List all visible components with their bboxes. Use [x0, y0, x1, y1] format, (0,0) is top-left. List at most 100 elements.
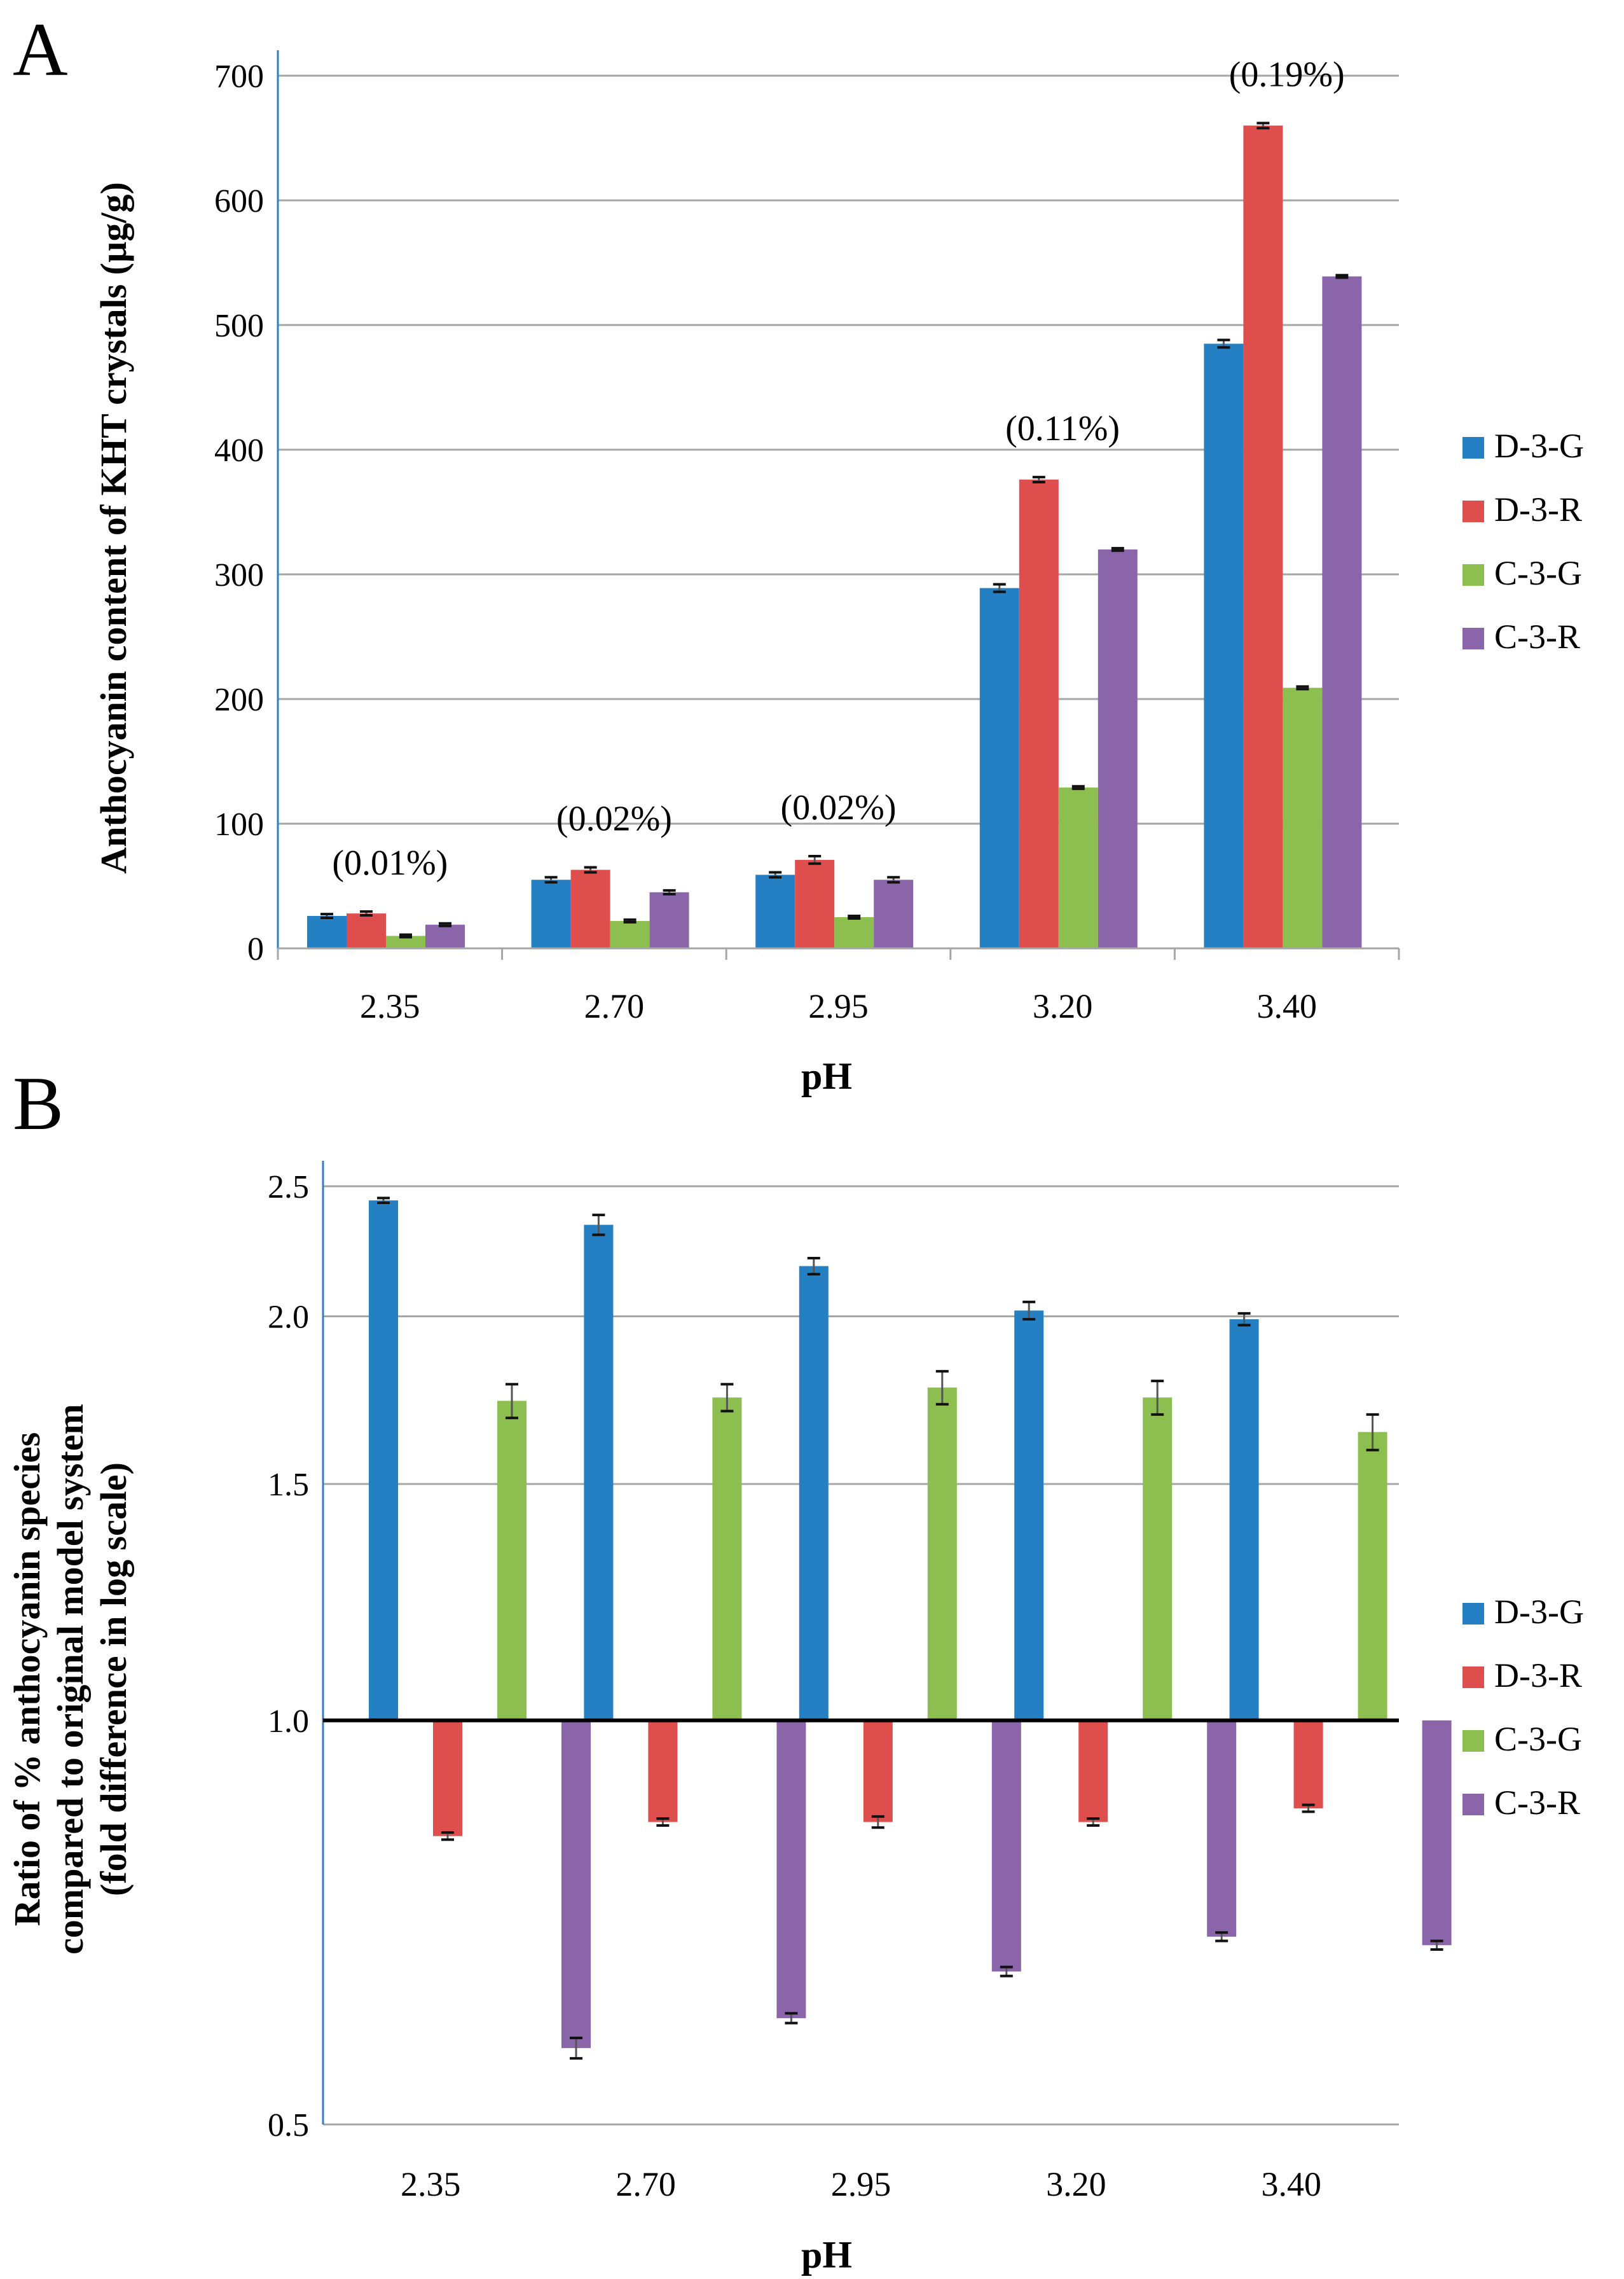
panel-b-y-axis-title-line-2: compared to original model system: [50, 1404, 91, 1955]
error-bar-d-3-r-ph-3-20: [1032, 476, 1045, 483]
y-tick-label-2-5: 2.5: [268, 1169, 309, 1205]
error-bar-d-3-g-ph-2-95: [807, 1256, 820, 1276]
bar-c-3-r-ph-2-70: [649, 892, 689, 948]
error-bar-d-3-r-ph-2-70: [656, 1817, 670, 1827]
error-bar-c-3-r-ph-3-40: [1335, 274, 1349, 279]
error-bar-d-3-r-ph-2-95: [871, 1815, 884, 1829]
error-bar-c-3-g-ph-2-35: [506, 1383, 518, 1420]
x-tick-label-3-40: 3.40: [1256, 987, 1317, 1025]
panel-a-legend: D-3-G D-3-R C-3-G C-3-R: [1462, 427, 1584, 656]
bar-c-3-r-ph-3-20: [1207, 1720, 1237, 1937]
panel-a-chart: A 0 100 200 300 400 500 600 700 2.35 2.70 2.95 3.2…: [13, 7, 1584, 1097]
bar-c-3-g-ph-3-20: [1058, 787, 1098, 948]
y-tick-label-2-0: 2.0: [268, 1299, 309, 1336]
bar-d-3-g-ph-2-95: [755, 875, 795, 948]
annotation-ph-2-95: (0.02%): [781, 788, 897, 828]
y-tick-label-100: 100: [214, 807, 264, 843]
legend-swatch-c-3-r: [1462, 1794, 1484, 1815]
annotation-ph-2-35: (0.01%): [332, 843, 448, 883]
bar-d-3-r-ph-2-35: [433, 1720, 462, 1836]
error-bar-c-3-r-ph-2-70: [663, 889, 676, 896]
bar-d-3-r-ph-2-35: [347, 913, 386, 948]
panel-b-y-tick-labels: 0.5 1.0 1.5 2.0 2.5: [268, 1169, 309, 2144]
legend-label-d-3-r: D-3-R: [1494, 1656, 1582, 1694]
error-bar-c-3-r-ph-2-95: [887, 876, 900, 884]
bar-d-3-g-ph-2-35: [369, 1200, 398, 1721]
bar-c-3-g-ph-2-35: [386, 936, 425, 948]
error-bar-d-3-r-ph-3-40: [1256, 121, 1270, 130]
bar-d-3-g-ph-2-70: [531, 880, 571, 948]
x-tick-label-2-70: 2.70: [616, 2165, 676, 2203]
legend-swatch-d-3-g: [1462, 1603, 1484, 1624]
panel-a-annotations: (0.01%) (0.02%) (0.02%) (0.11%) (0.19%): [332, 55, 1344, 883]
bar-c-3-g-ph-2-95: [927, 1387, 957, 1721]
annotation-ph-2-70: (0.02%): [556, 800, 672, 839]
bar-d-3-r-ph-3-40: [1243, 125, 1283, 948]
x-tick-label-2-95: 2.95: [808, 987, 869, 1025]
error-bar-d-3-r-ph-3-20: [1087, 1817, 1100, 1827]
legend-label-d-3-g: D-3-G: [1494, 1593, 1584, 1631]
panel-a-error-bars: [320, 121, 1349, 939]
bar-c-3-g-ph-2-70: [610, 920, 650, 948]
legend-item-d-3-g: D-3-G: [1462, 1593, 1584, 1631]
bar-d-3-g-ph-3-20: [1014, 1310, 1044, 1721]
bar-c-3-g-ph-3-20: [1143, 1397, 1173, 1721]
panel-a-bars: [307, 125, 1362, 948]
y-tick-label-200: 200: [214, 682, 264, 718]
error-bar-c-3-g-ph-2-35: [399, 933, 412, 939]
legend-label-c-3-r: C-3-R: [1494, 1784, 1580, 1822]
legend-swatch-c-3-g: [1462, 564, 1484, 586]
bar-c-3-g-ph-2-95: [834, 917, 874, 948]
panel-b-y-axis-title: Ratio of % anthocyanin species compared …: [6, 1404, 134, 1955]
legend-swatch-d-3-r: [1462, 1666, 1484, 1688]
bar-c-3-r-ph-3-40: [1322, 276, 1362, 948]
legend-item-d-3-r: D-3-R: [1462, 490, 1582, 529]
x-tick-label-2-95: 2.95: [831, 2165, 891, 2203]
error-bar-d-3-r-ph-2-70: [584, 866, 597, 874]
error-bar-c-3-g-ph-2-95: [935, 1369, 949, 1406]
error-bar-d-3-r-ph-2-35: [360, 910, 373, 917]
legend-swatch-d-3-g: [1462, 437, 1484, 459]
bar-d-3-g-ph-3-20: [979, 588, 1019, 948]
legend-swatch-c-3-g: [1462, 1730, 1484, 1752]
bar-d-3-r-ph-3-40: [1293, 1720, 1323, 1808]
legend-item-c-3-g: C-3-G: [1462, 554, 1582, 592]
bar-d-3-r-ph-2-70: [570, 869, 610, 948]
error-bar-c-3-r-ph-2-70: [785, 2012, 798, 2025]
error-bar-c-3-g-ph-3-40: [1366, 1413, 1379, 1451]
bar-c-3-r-ph-2-95: [874, 880, 914, 948]
bar-d-3-r-ph-2-95: [863, 1720, 893, 1822]
panel-b-bars: [369, 1200, 1452, 2048]
bar-d-3-r-ph-2-95: [795, 859, 835, 948]
panel-b-y-axis-title-line-1: Ratio of % anthocyanin species: [6, 1432, 48, 1927]
error-bar-d-3-r-ph-2-35: [441, 1831, 454, 1841]
bar-d-3-g-ph-3-40: [1229, 1319, 1259, 1721]
bar-d-3-g-ph-3-40: [1204, 343, 1244, 948]
panel-b-label: B: [13, 1061, 64, 1146]
error-bar-d-3-g-ph-2-70: [592, 1214, 605, 1236]
y-tick-label-600: 600: [214, 183, 264, 219]
y-tick-label-1-5: 1.5: [268, 1467, 309, 1503]
panel-b-x-axis-title: pH: [801, 2234, 852, 2276]
panel-b-axes: [322, 1161, 1399, 2124]
legend-item-d-3-g: D-3-G: [1462, 427, 1584, 465]
error-bar-c-3-g-ph-2-95: [848, 915, 861, 920]
legend-swatch-c-3-r: [1462, 628, 1484, 649]
legend-label-d-3-r: D-3-R: [1494, 490, 1582, 529]
error-bar-c-3-g-ph-2-70: [623, 918, 637, 924]
error-bar-d-3-g-ph-3-40: [1217, 338, 1230, 349]
bar-c-3-r-ph-2-95: [991, 1720, 1021, 1972]
annotation-ph-3-40: (0.19%): [1229, 55, 1345, 94]
error-bar-d-3-g-ph-3-20: [1022, 1300, 1036, 1321]
error-bar-c-3-g-ph-3-20: [1071, 785, 1085, 791]
error-bar-c-3-r-ph-2-95: [1000, 1965, 1013, 1978]
panel-b-y-axis-title-line-3: (fold difference in log scale): [93, 1462, 134, 1896]
panel-a-label: A: [13, 7, 68, 92]
bar-d-3-g-ph-2-95: [799, 1266, 829, 1721]
bar-d-3-g-ph-2-35: [307, 916, 347, 948]
bar-c-3-r-ph-2-35: [425, 924, 465, 948]
bar-c-3-g-ph-2-35: [497, 1401, 526, 1721]
y-tick-label-700: 700: [214, 59, 264, 95]
x-tick-label-2-35: 2.35: [360, 987, 420, 1025]
error-bar-d-3-r-ph-2-95: [808, 854, 822, 865]
